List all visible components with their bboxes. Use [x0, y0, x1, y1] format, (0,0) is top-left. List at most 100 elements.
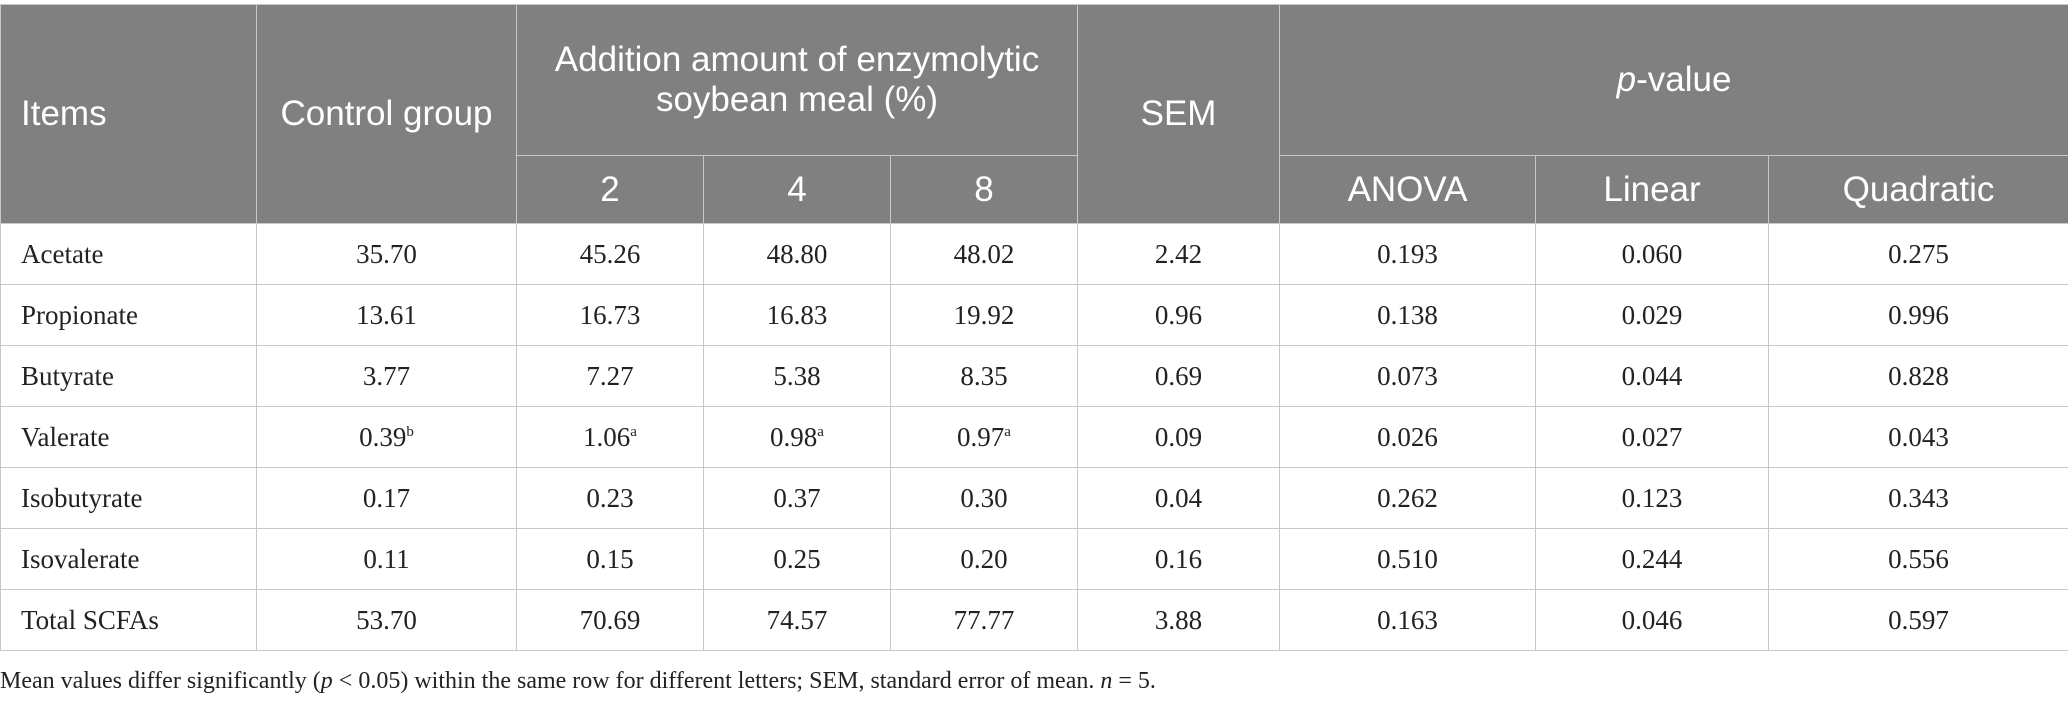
cell-item: Isobutyrate	[0, 467, 257, 529]
cell-level-2: 70.69	[516, 589, 704, 651]
cell-level-2: 0.23	[516, 467, 704, 529]
cell-control: 35.70	[256, 223, 517, 285]
data-table: Items Control group Addition amount of e…	[0, 4, 2068, 651]
header-level-2: 2	[516, 155, 704, 224]
cell-sem: 0.16	[1077, 528, 1281, 590]
cell-anova: 0.510	[1279, 528, 1537, 590]
cell-anova-value: 0.193	[1377, 238, 1438, 269]
cell-level-4: 48.80	[703, 223, 891, 285]
cell-quadratic: 0.597	[1768, 589, 2068, 651]
cell-level-8: 8.35	[889, 345, 1079, 407]
cell-level-4-value: 0.37	[773, 482, 821, 513]
cell-linear-value: 0.060	[1621, 238, 1683, 269]
cell-linear: 0.029	[1535, 284, 1770, 346]
cell-control-value: 53.70	[356, 604, 417, 635]
table-body: Acetate 35.70 45.26 48.80 48.02 2.42 0.193 0.06…	[0, 223, 2068, 651]
cell-level-8-value: 77.77	[953, 604, 1015, 635]
cell-level-4-value: 0.25	[773, 543, 821, 574]
cell-sem-value: 3.88	[1154, 604, 1203, 635]
cell-quadratic-value: 0.597	[1888, 604, 1949, 635]
cell-linear: 0.060	[1535, 223, 1770, 285]
cell-sem-value: 0.04	[1154, 482, 1203, 513]
header-sem: SEM	[1077, 4, 1281, 224]
cell-linear: 0.027	[1535, 406, 1770, 468]
cell-level-8: 48.02	[889, 223, 1079, 285]
cell-quadratic: 0.275	[1768, 223, 2068, 285]
cell-item: Propionate	[0, 284, 257, 346]
cell-quadratic: 0.828	[1768, 345, 2068, 407]
header-level-8: 8	[889, 155, 1079, 224]
cell-level-8-value: 0.97	[957, 421, 1005, 452]
table-row: Total SCFAs 53.70 70.69 74.57 77.77 3.88 0.163…	[0, 589, 2068, 651]
cell-linear: 0.244	[1535, 528, 1770, 590]
cell-control-value: 3.77	[362, 360, 411, 391]
cell-linear-value: 0.029	[1621, 299, 1683, 330]
table-row: Isobutyrate 0.17 0.23 0.37 0.30 0.04 0.262 0.12…	[0, 467, 2068, 529]
table-row: Propionate 13.61 16.73 16.83 19.92 0.96 0.138 0…	[0, 284, 2068, 346]
cell-level-2-value: 7.27	[586, 360, 634, 391]
cell-quadratic-value: 0.828	[1888, 360, 1949, 391]
cell-sem: 0.04	[1077, 467, 1281, 529]
cell-level-8-value: 0.20	[960, 543, 1008, 574]
cell-level-2: 0.15	[516, 528, 704, 590]
cell-sem: 3.88	[1077, 589, 1281, 651]
cell-level-4-value: 48.80	[766, 238, 828, 269]
cell-anova-value: 0.163	[1377, 604, 1438, 635]
cell-quadratic-value: 0.275	[1888, 238, 1949, 269]
cell-quadratic-value: 0.043	[1888, 421, 1949, 452]
cell-control: 13.61	[256, 284, 517, 346]
cell-level-8-value: 19.92	[953, 299, 1015, 330]
header-control-group: Control group	[256, 4, 517, 224]
cell-level-8: 0.30	[889, 467, 1079, 529]
cell-item-value: Isobutyrate	[21, 482, 143, 513]
cell-control-value: 35.70	[356, 238, 417, 269]
cell-linear-value: 0.046	[1621, 604, 1683, 635]
cell-quadratic-value: 0.996	[1888, 299, 1949, 330]
cell-sem-value: 2.42	[1154, 238, 1203, 269]
cell-sem: 0.96	[1077, 284, 1281, 346]
cell-level-4: 16.83	[703, 284, 891, 346]
cell-control-value: 0.11	[363, 543, 410, 574]
table-row: Isovalerate 0.11 0.15 0.25 0.20 0.16 0.510 0.24…	[0, 528, 2068, 590]
cell-linear-value: 0.044	[1621, 360, 1683, 391]
header-row-1: Items Control group Addition amount of e…	[0, 4, 2068, 224]
footnote-part3: = 5.	[1112, 668, 1156, 694]
cell-level-4: 5.38	[703, 345, 891, 407]
header-quadratic: Quadratic	[1768, 155, 2068, 224]
cell-level-2: 45.26	[516, 223, 704, 285]
cell-anova-value: 0.073	[1377, 360, 1438, 391]
footnote-n: n	[1100, 668, 1113, 694]
cell-level-8: 0.20	[889, 528, 1079, 590]
header-p-letter: p	[1616, 60, 1637, 99]
cell-control: 3.77	[256, 345, 517, 407]
cell-item: Total SCFAs	[0, 589, 257, 651]
header-level-4: 4	[703, 155, 891, 224]
cell-item: Butyrate	[0, 345, 257, 407]
cell-level-2: 7.27	[516, 345, 704, 407]
cell-control: 0.39b	[256, 406, 517, 468]
cell-anova: 0.163	[1279, 589, 1537, 651]
cell-control-value: 0.39	[359, 421, 407, 452]
table-row: Butyrate 3.77 7.27 5.38 8.35 0.69 0.073 0.044 0.…	[0, 345, 2068, 407]
cell-anova-value: 0.138	[1377, 299, 1438, 330]
cell-anova: 0.193	[1279, 223, 1537, 285]
cell-item: Acetate	[0, 223, 257, 285]
cell-anova: 0.073	[1279, 345, 1537, 407]
cell-quadratic: 0.556	[1768, 528, 2068, 590]
table-row: Valerate 0.39b 1.06a 0.98a 0.97a 0.09 0.026 0.0…	[0, 406, 2068, 468]
cell-level-8-value: 0.30	[960, 482, 1008, 513]
cell-linear: 0.123	[1535, 467, 1770, 529]
significance-letter: b	[406, 423, 414, 440]
cell-item: Valerate	[0, 406, 257, 468]
cell-control: 0.11	[256, 528, 517, 590]
cell-level-8: 19.92	[889, 284, 1079, 346]
cell-quadratic-value: 0.556	[1888, 543, 1949, 574]
cell-sem-value: 0.96	[1154, 299, 1203, 330]
cell-item-value: Acetate	[21, 238, 104, 269]
cell-level-8-value: 48.02	[953, 238, 1015, 269]
cell-control: 0.17	[256, 467, 517, 529]
cell-level-4-value: 5.38	[773, 360, 821, 391]
table-footnote: Mean values differ significantly (p < 0.…	[0, 668, 1156, 695]
cell-anova: 0.026	[1279, 406, 1537, 468]
cell-level-2-value: 70.69	[579, 604, 641, 635]
